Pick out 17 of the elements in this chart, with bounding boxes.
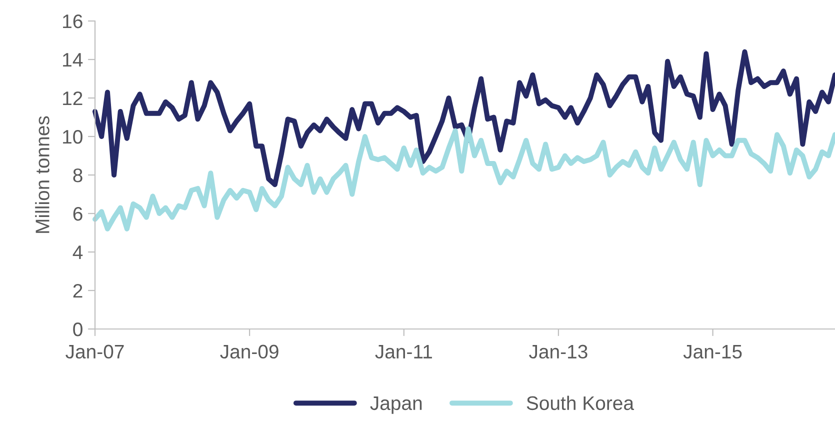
y-tick-label: 8 (73, 168, 82, 182)
y-tick-label: 4 (72, 246, 83, 260)
x-tick-label: Jan-13 (529, 344, 588, 359)
y-tick-label: 12 (63, 91, 82, 106)
x-tick-label: Jan-09 (220, 344, 278, 359)
y-tick-label: 0 (73, 322, 82, 336)
y-tick-label: 10 (63, 130, 82, 144)
x-tick-label: Jan-07 (66, 344, 124, 359)
x-tick-label: Jan-15 (683, 344, 742, 359)
legend-label: South Korea (526, 396, 634, 410)
y-axis-title: Million tonnes (35, 116, 50, 233)
y-tick-label: 2 (73, 284, 82, 298)
y-tick-label: 14 (63, 53, 83, 67)
y-tick-label: 6 (73, 206, 82, 221)
x-tick-label: Jan-11 (375, 344, 432, 359)
legend-label: Japan (370, 396, 422, 414)
y-tick-label: 16 (63, 14, 82, 28)
